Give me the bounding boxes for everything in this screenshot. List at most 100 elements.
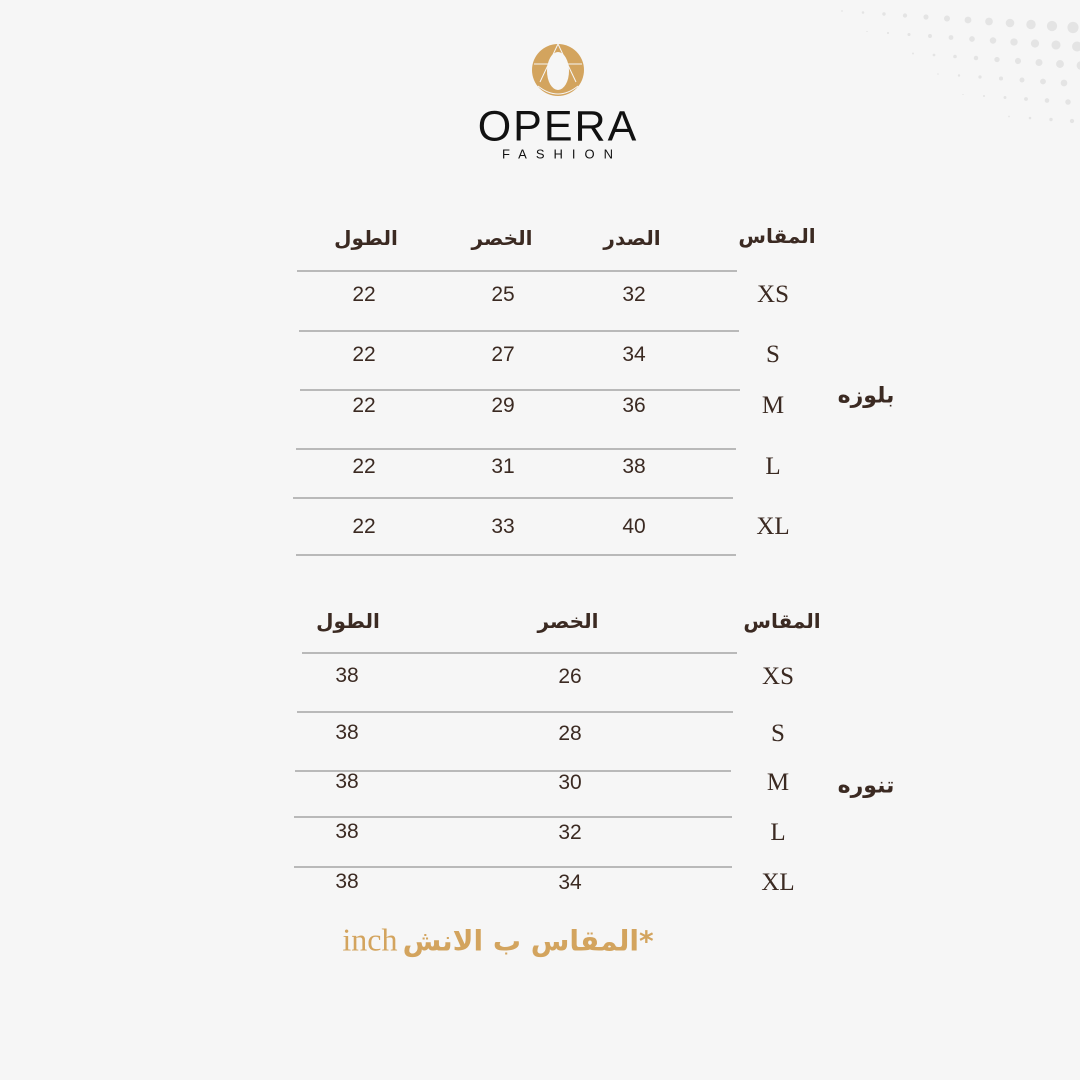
- size-cell: XS: [757, 281, 789, 308]
- blouse-label: بلوزه: [837, 383, 895, 409]
- waist-cell: 29: [491, 394, 515, 417]
- length-cell: 22: [352, 455, 376, 478]
- length-cell: 38: [335, 664, 359, 687]
- decorative-dot: [866, 30, 868, 33]
- decorative-dot: [978, 75, 982, 79]
- size-cell: M: [766, 769, 790, 796]
- decorative-dot: [994, 56, 1000, 63]
- decorative-dot: [1076, 61, 1080, 70]
- length-cell: 22: [352, 515, 376, 538]
- length-cell: 38: [335, 721, 359, 744]
- size-cell: L: [765, 453, 781, 480]
- unit-note-arabic: *المقاس ب الانش: [402, 924, 654, 958]
- decorative-dot: [912, 52, 914, 55]
- skirt-label: تنوره: [837, 773, 895, 799]
- decorative-dot: [1014, 57, 1022, 65]
- waist-cell: 25: [491, 283, 515, 306]
- decorative-dot: [1035, 58, 1043, 67]
- skirt-header-length: الطول: [316, 609, 380, 633]
- decorative-dot: [1056, 60, 1064, 68]
- skirt-header-size: المقاس: [743, 609, 821, 633]
- decorative-dot: [1024, 97, 1028, 101]
- waist-cell: 31: [491, 455, 515, 478]
- unit-note: inch *المقاس ب الانش: [342, 922, 653, 959]
- row-divider: [296, 554, 736, 556]
- decorative-dot: [944, 15, 950, 22]
- decorative-dot: [998, 76, 1004, 81]
- decorative-dot: [1030, 39, 1040, 48]
- length-cell: 22: [352, 394, 376, 417]
- row-divider: [302, 652, 737, 654]
- brand-name: OPERA: [477, 102, 639, 151]
- chest-cell: 40: [622, 515, 646, 538]
- unit-note-inch: inch: [342, 921, 398, 958]
- decorative-dot: [882, 12, 886, 16]
- decorative-dot: [962, 93, 964, 96]
- length-cell: 38: [335, 770, 359, 793]
- decorative-dot: [928, 34, 932, 38]
- decorative-dot: [861, 11, 865, 14]
- decorative-dot: [1065, 99, 1071, 105]
- decorative-dot: [937, 73, 939, 75]
- waist-cell: 34: [558, 871, 582, 894]
- blouse-header-size: المقاس: [738, 224, 816, 248]
- row-divider: [293, 497, 733, 499]
- decorative-dot: [1046, 20, 1058, 32]
- decorative-dot: [1067, 21, 1079, 34]
- row-divider: [297, 711, 733, 713]
- size-cell: S: [766, 341, 780, 368]
- waist-cell: 27: [491, 343, 515, 366]
- decorative-dot: [1040, 78, 1046, 85]
- decorative-dot: [964, 16, 972, 24]
- row-divider: [299, 330, 739, 332]
- waist-cell: 32: [558, 821, 582, 844]
- decorative-dot: [1019, 77, 1025, 83]
- logo-emblem-icon: [532, 43, 584, 96]
- decorative-dot: [985, 17, 993, 26]
- decorative-dot: [1026, 19, 1036, 30]
- decorative-dot: [886, 31, 890, 35]
- decorative-dot: [1008, 115, 1010, 118]
- blouse-header-chest: الصدر: [603, 226, 661, 250]
- dot-pattern-decoration: [841, 10, 1080, 124]
- decorative-dot: [902, 13, 908, 18]
- decorative-dot: [1060, 79, 1068, 87]
- waist-cell: 33: [491, 515, 515, 538]
- size-cell: M: [761, 392, 785, 419]
- size-cell: XL: [756, 513, 790, 540]
- brand-tagline: FASHION: [501, 146, 623, 162]
- length-cell: 38: [335, 870, 359, 893]
- size-cell: XS: [762, 663, 794, 690]
- length-cell: 38: [335, 820, 359, 843]
- size-cell: S: [771, 720, 785, 747]
- waist-cell: 28: [558, 722, 582, 745]
- length-cell: 22: [352, 343, 376, 366]
- decorative-dot: [1005, 18, 1015, 28]
- size-cell: L: [770, 819, 786, 846]
- blouse-header-waist: الخصر: [471, 226, 533, 250]
- row-divider: [300, 389, 740, 391]
- length-cell: 22: [352, 283, 376, 306]
- chest-cell: 38: [622, 455, 646, 478]
- chest-cell: 36: [622, 394, 646, 417]
- decorative-dot: [1051, 40, 1061, 50]
- logo: [530, 42, 586, 102]
- chest-cell: 34: [622, 343, 646, 366]
- decorative-dot: [923, 14, 929, 20]
- decorative-dot: [989, 37, 997, 44]
- decorative-dot: [973, 55, 979, 61]
- chest-cell: 32: [622, 283, 646, 306]
- decorative-dot: [1069, 118, 1075, 124]
- decorative-dot: [1003, 96, 1007, 99]
- row-divider: [296, 448, 736, 450]
- decorative-dot: [953, 54, 957, 59]
- waist-cell: 26: [558, 665, 582, 688]
- row-divider: [295, 770, 731, 772]
- decorative-dot: [1028, 116, 1032, 120]
- decorative-dot: [841, 10, 843, 12]
- decorative-dot: [957, 74, 961, 77]
- decorative-dot: [932, 53, 936, 57]
- skirt-header-waist: الخصر: [537, 609, 599, 633]
- decorative-dot: [907, 32, 911, 37]
- decorative-dot: [1044, 98, 1050, 103]
